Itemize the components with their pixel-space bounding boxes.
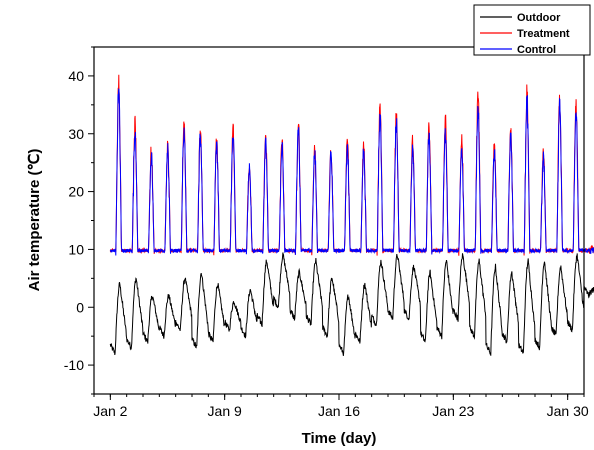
legend: Outdoor Treatment Control <box>473 4 591 56</box>
legend-label: Treatment <box>517 28 570 40</box>
x-tick-label: Jan 30 <box>547 403 589 419</box>
x-tick-label: Jan 9 <box>208 403 242 419</box>
y-tick-label: -10 <box>64 357 84 373</box>
y-axis-ticks: -10 0 10 20 30 40 <box>64 46 94 395</box>
x-tick-label: Jan 23 <box>432 403 474 419</box>
y-tick-label: 30 <box>68 126 84 142</box>
x-tick-label: Jan 2 <box>93 403 127 419</box>
x-axis-title: Time (day) <box>302 430 377 447</box>
y-tick-label: 40 <box>68 68 84 84</box>
x-axis-ticks: Jan 2 Jan 9 Jan 16 Jan 23 Jan 30 <box>93 394 589 419</box>
y-tick-label: 0 <box>76 299 84 315</box>
y-tick-label: 20 <box>68 184 84 200</box>
legend-label: Outdoor <box>517 12 561 24</box>
series-layer <box>109 74 594 356</box>
series-line-outdoor <box>109 252 594 356</box>
y-axis-title: Air temperature (℃) <box>26 149 43 292</box>
legend-box <box>473 4 591 56</box>
x-tick-label: Jan 16 <box>318 403 360 419</box>
y-tick-label: 10 <box>68 241 84 257</box>
legend-label: Control <box>517 44 556 56</box>
series-line-control <box>109 88 594 256</box>
